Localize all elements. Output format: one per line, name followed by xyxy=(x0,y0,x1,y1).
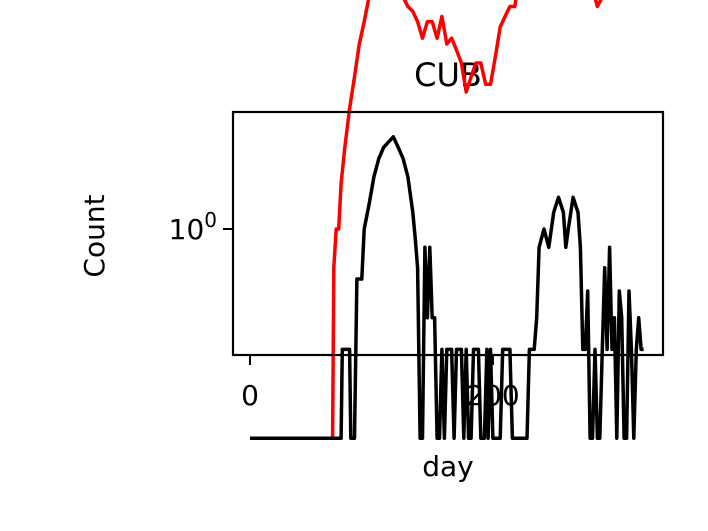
y-axis: 100 xyxy=(169,208,233,246)
y-tick-label-exponent: 0 xyxy=(204,208,217,232)
x-tick-label: 200 xyxy=(466,379,519,412)
y-axis-label: Count xyxy=(78,194,111,277)
y-tick-label: 100 xyxy=(169,208,217,246)
x-axis-label: day xyxy=(422,450,474,483)
plot-frame xyxy=(231,110,665,357)
series-line-1 xyxy=(250,0,603,440)
series-layer xyxy=(250,0,644,440)
x-axis: 0 200 xyxy=(241,355,520,412)
y-tick-label-base: 10 xyxy=(169,213,205,246)
series-line-2 xyxy=(250,135,644,440)
x-tick-label: 0 xyxy=(241,379,259,412)
